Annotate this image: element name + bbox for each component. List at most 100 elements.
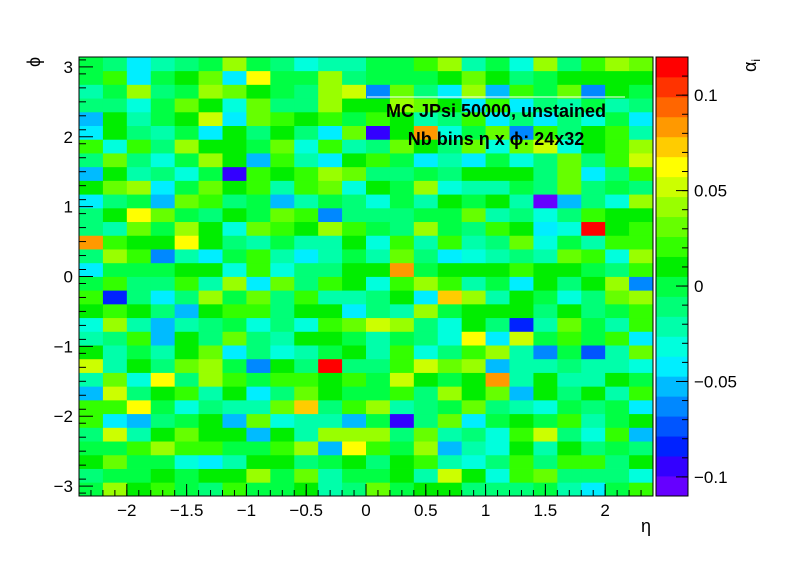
heatmap-cell	[199, 414, 223, 428]
heatmap-cell	[151, 304, 175, 318]
heatmap-cell	[581, 373, 605, 387]
heatmap-cell	[438, 277, 462, 291]
heatmap-cell	[510, 180, 534, 194]
heatmap-cell	[270, 277, 294, 291]
heatmap-cell	[175, 126, 199, 140]
heatmap-cell	[151, 290, 175, 304]
heatmap-cell	[223, 153, 247, 167]
heatmap-cell	[629, 249, 653, 263]
heatmap-cell	[318, 277, 342, 291]
heatmap-cell	[103, 290, 127, 304]
heatmap-cell	[605, 441, 629, 455]
heatmap-cell	[246, 318, 270, 332]
heatmap-cell	[629, 222, 653, 236]
heatmap-cell	[103, 84, 127, 98]
heatmap-cell	[294, 153, 318, 167]
heatmap-cell	[199, 373, 223, 387]
heatmap-cell	[318, 71, 342, 85]
heatmap-cell	[533, 414, 557, 428]
heatmap-cell	[127, 359, 151, 373]
heatmap-cell	[318, 180, 342, 194]
heatmap-cell	[175, 373, 199, 387]
heatmap-cell	[318, 167, 342, 181]
heatmap-cell	[414, 414, 438, 428]
heatmap-cell	[342, 427, 366, 441]
heatmap-cell	[605, 263, 629, 277]
palette-swatch	[656, 396, 688, 416]
heatmap-cell	[557, 290, 581, 304]
heatmap-cell	[486, 400, 510, 414]
heatmap-cell	[79, 208, 103, 222]
heatmap-cell	[342, 331, 366, 345]
heatmap-cell	[629, 180, 653, 194]
heatmap-cell	[533, 400, 557, 414]
heatmap-cell	[199, 345, 223, 359]
heatmap-cell	[366, 263, 390, 277]
heatmap-cell	[223, 263, 247, 277]
heatmap-cell	[199, 180, 223, 194]
heatmap-cell	[199, 57, 223, 71]
heatmap-cell	[414, 235, 438, 249]
heatmap-cell	[127, 331, 151, 345]
heatmap-cell	[390, 441, 414, 455]
heatmap-cell	[414, 263, 438, 277]
heatmap-cell	[581, 304, 605, 318]
heatmap-cell	[605, 318, 629, 332]
heatmap-cell	[366, 126, 390, 140]
heatmap-cell	[533, 180, 557, 194]
heatmap-cell	[486, 469, 510, 483]
heatmap-cell	[175, 112, 199, 126]
heatmap-cell	[103, 277, 127, 291]
heatmap-cell	[366, 455, 390, 469]
heatmap-cell	[366, 71, 390, 85]
heatmap-cell	[510, 373, 534, 387]
heatmap-cell	[605, 427, 629, 441]
heatmap-cell	[270, 373, 294, 387]
heatmap-cell	[318, 208, 342, 222]
heatmap-cell	[246, 427, 270, 441]
heatmap-cell	[366, 400, 390, 414]
heatmap-cell	[294, 194, 318, 208]
heatmap-cell	[366, 249, 390, 263]
heatmap-cell	[605, 290, 629, 304]
heatmap-cell	[510, 263, 534, 277]
heatmap-cell	[151, 345, 175, 359]
heatmap-cell	[294, 331, 318, 345]
heatmap-cell	[127, 249, 151, 263]
heatmap-cell	[533, 208, 557, 222]
heatmap-cell	[270, 263, 294, 277]
heatmap-cell	[223, 249, 247, 263]
heatmap-cell	[103, 180, 127, 194]
heatmap-cell	[414, 277, 438, 291]
heatmap-cell	[629, 345, 653, 359]
heatmap-cell	[223, 441, 247, 455]
heatmap-cell	[581, 441, 605, 455]
heatmap-cell	[462, 57, 486, 71]
heatmap-cell	[199, 318, 223, 332]
heatmap-cell	[366, 331, 390, 345]
heatmap-cell	[486, 263, 510, 277]
heatmap-cell	[605, 373, 629, 387]
heatmap-cell	[557, 427, 581, 441]
heatmap-cell	[581, 427, 605, 441]
heatmap-cell	[390, 222, 414, 236]
heatmap-cell	[175, 427, 199, 441]
heatmap-cell	[390, 167, 414, 181]
heatmap-cell	[318, 194, 342, 208]
heatmap-cell	[533, 359, 557, 373]
heatmap-cell	[103, 263, 127, 277]
heatmap-cell	[605, 139, 629, 153]
heatmap-cell	[318, 290, 342, 304]
heatmap-cell	[127, 71, 151, 85]
heatmap-cell	[199, 263, 223, 277]
heatmap-cell	[390, 57, 414, 71]
heatmap-cell	[629, 71, 653, 85]
heatmap-cell	[581, 208, 605, 222]
heatmap-cell	[270, 71, 294, 85]
heatmap-cell	[294, 249, 318, 263]
heatmap-cell	[151, 71, 175, 85]
heatmap-cell	[246, 331, 270, 345]
heatmap-cell	[414, 57, 438, 71]
heatmap-cell	[605, 235, 629, 249]
heatmap-cell	[438, 153, 462, 167]
